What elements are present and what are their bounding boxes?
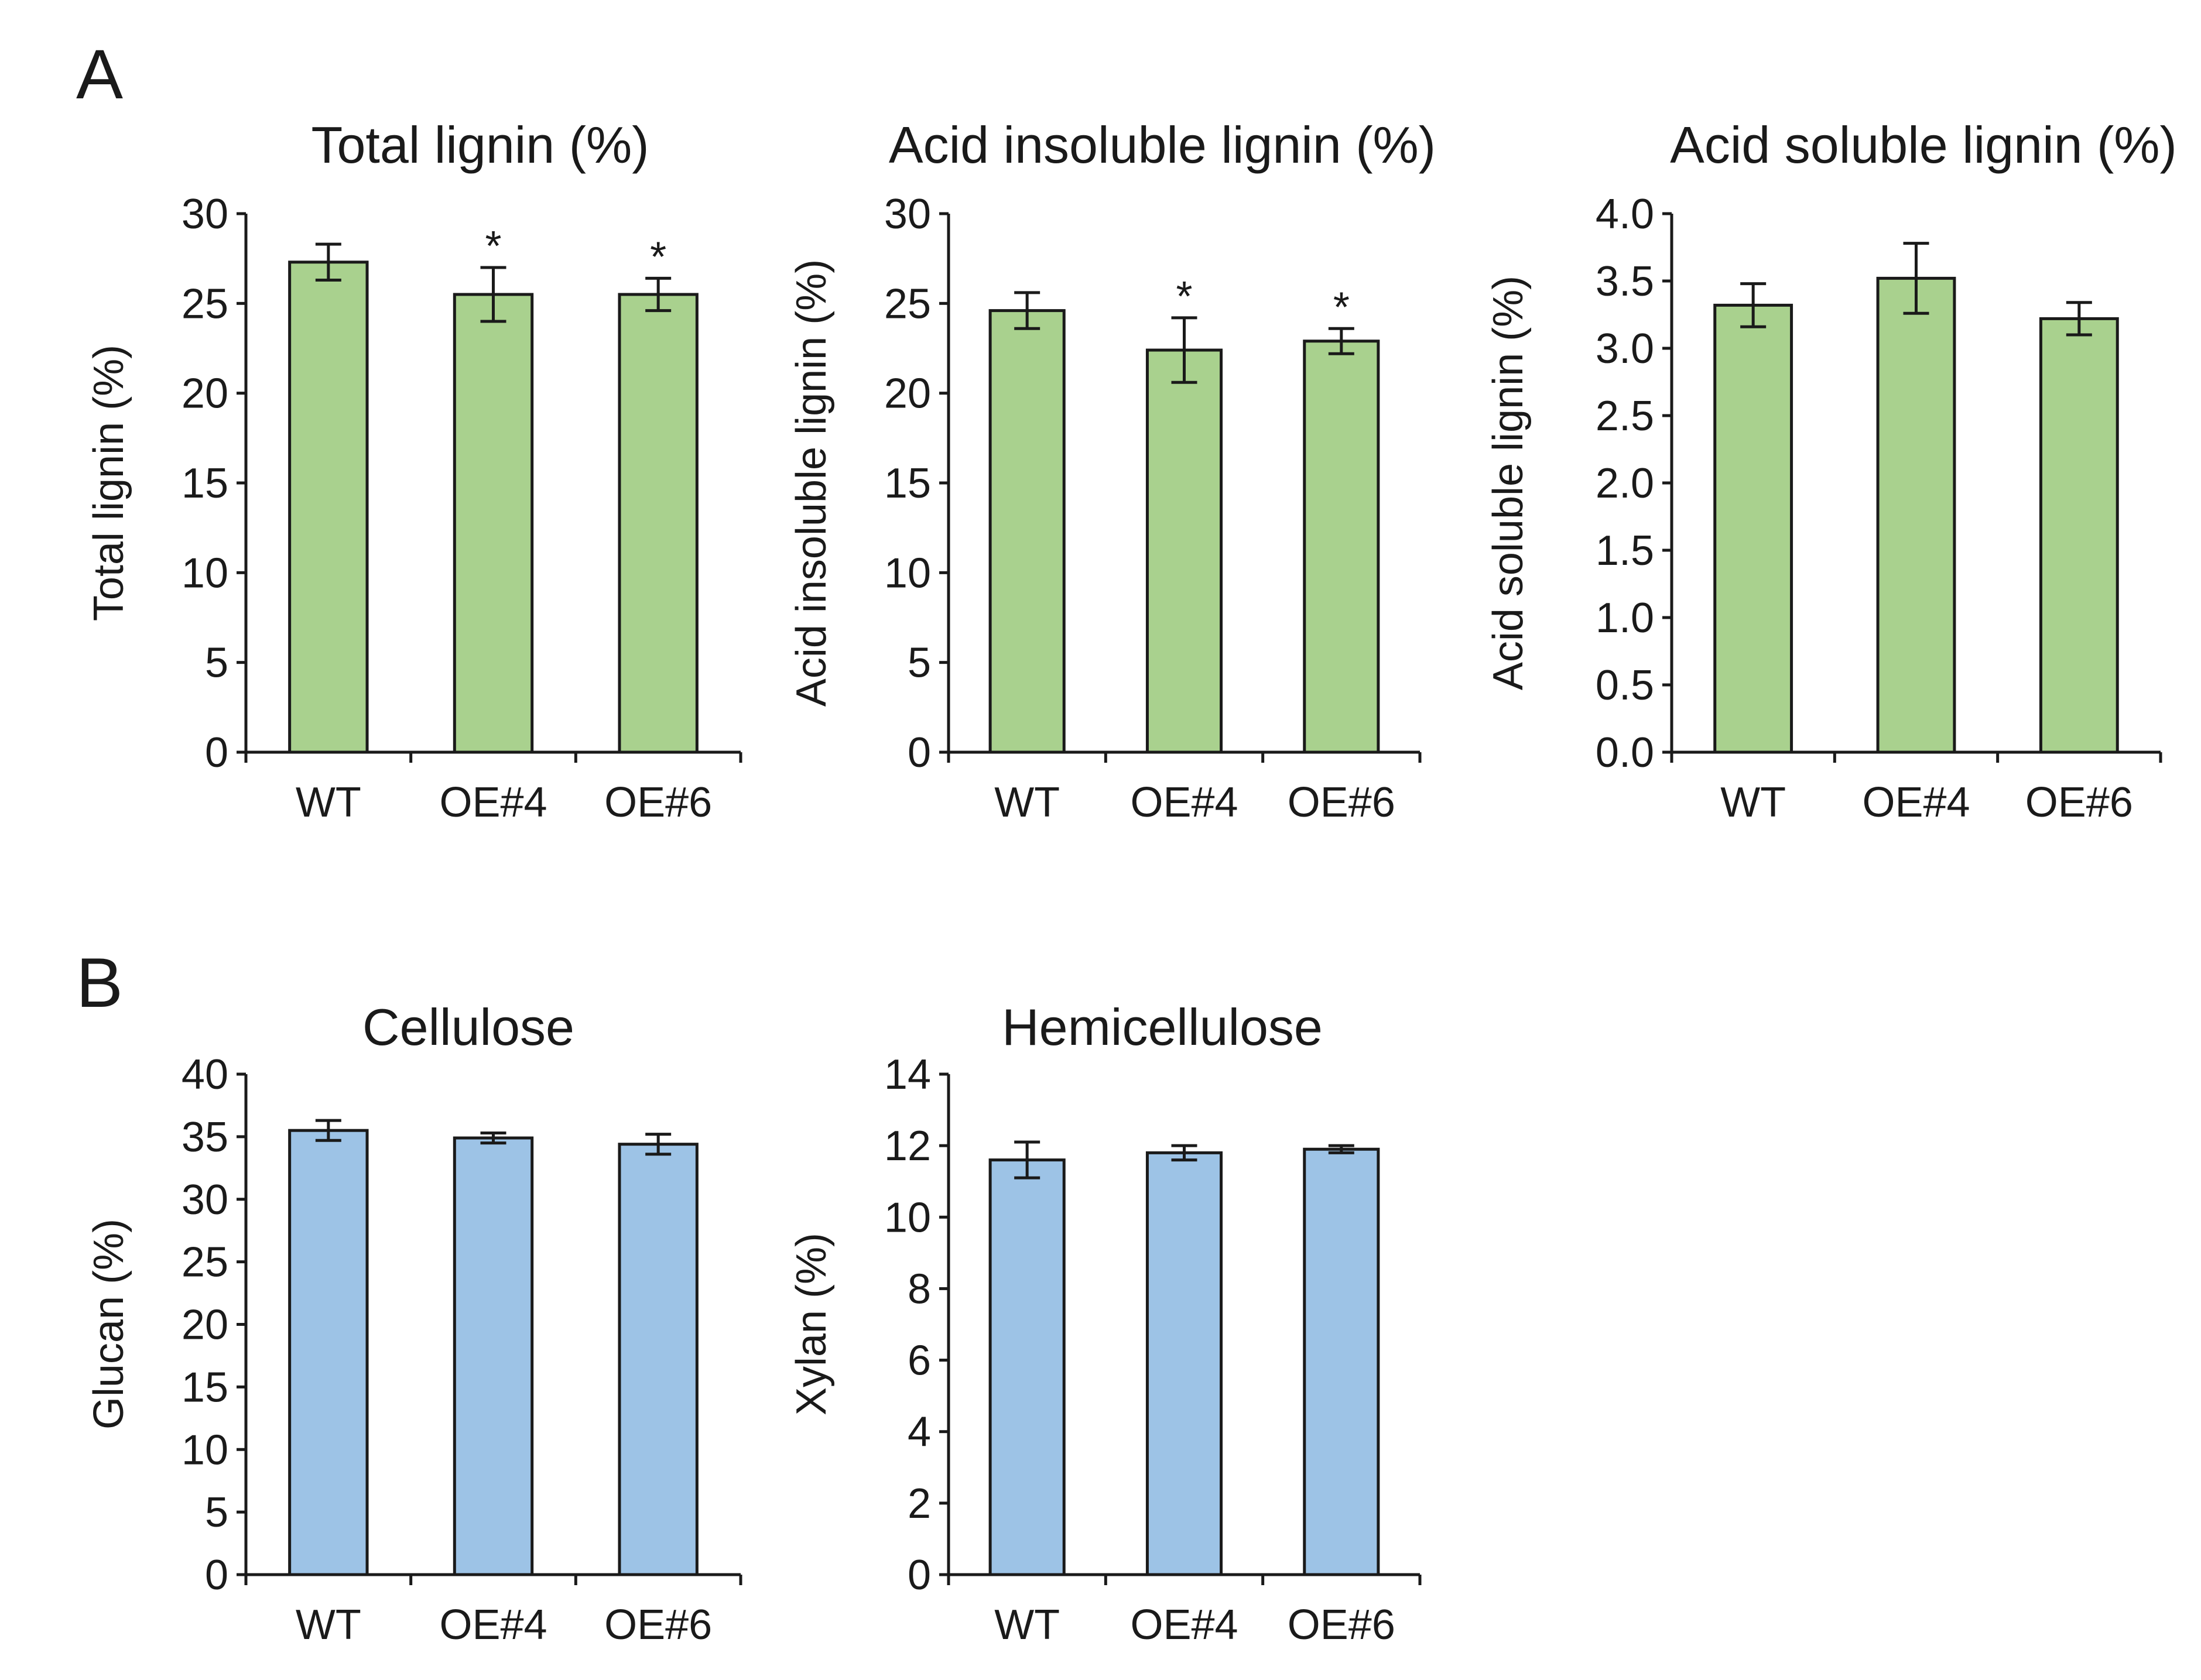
y-tick-label: 40 — [182, 1051, 228, 1098]
bar — [988, 309, 1066, 754]
y-tick-label: 25 — [182, 280, 228, 327]
x-category-label: OE#6 — [1288, 779, 1395, 826]
x-category-label: WT — [994, 779, 1060, 826]
y-tick-label: 5 — [205, 1489, 228, 1536]
x-category-label: OE#4 — [1130, 1602, 1238, 1648]
chart-2: Acid soluble lignin (%) Acid soluble lign… — [1485, 116, 2177, 826]
bar — [1713, 303, 1793, 754]
bar — [988, 1158, 1066, 1576]
y-tick-label: 30 — [182, 191, 228, 238]
y-tick-label: 25 — [182, 1239, 228, 1286]
bar — [1303, 1147, 1380, 1576]
y-tick-label: 2 — [908, 1480, 931, 1527]
bar — [1145, 348, 1223, 754]
y-tick-label: 6 — [908, 1338, 931, 1384]
y-axis-label: Glucan (%) — [85, 1219, 132, 1429]
x-category-label: OE#4 — [439, 1602, 547, 1648]
chart-title: Acid insoluble lignin (%) — [889, 116, 1436, 174]
charts-group: Total lignin (%)Total lignin (%)05101520… — [85, 116, 2177, 1648]
y-tick-label: 12 — [884, 1123, 931, 1170]
y-tick-label: 0 — [908, 1552, 931, 1599]
y-tick-label: 4 — [908, 1409, 931, 1456]
y-tick-label: 0 — [205, 1552, 228, 1599]
bar — [1145, 1151, 1223, 1576]
y-tick-label: 1.5 — [1596, 527, 1654, 574]
y-tick-label: 10 — [884, 550, 931, 596]
y-tick-label: 2.5 — [1596, 393, 1654, 440]
y-tick-label: 20 — [182, 371, 228, 417]
x-category-label: WT — [994, 1602, 1060, 1648]
y-tick-label: 15 — [182, 1364, 228, 1411]
x-category-label: OE#6 — [604, 1602, 712, 1648]
bar — [1876, 276, 1956, 754]
chart-title: Hemicellulose — [1002, 998, 1323, 1056]
y-axis-label: Acid insoluble lignin (%) — [788, 259, 835, 707]
y-tick-label: 0 — [908, 729, 931, 776]
y-tick-label: 10 — [182, 1427, 228, 1473]
y-tick-label: 8 — [908, 1266, 931, 1312]
y-tick-label: 14 — [884, 1051, 931, 1098]
chart-title: Cellulose — [362, 998, 574, 1056]
bar — [453, 1136, 534, 1576]
y-axis-label: Xylan (%) — [788, 1233, 835, 1415]
y-tick-label: 2.0 — [1596, 460, 1654, 507]
significance-mark: * — [650, 234, 666, 280]
y-tick-label: 0.0 — [1596, 729, 1654, 776]
y-tick-label: 10 — [884, 1194, 931, 1241]
significance-mark: * — [485, 223, 501, 270]
bar — [288, 260, 369, 754]
bar — [2039, 317, 2119, 754]
x-category-label: WT — [1720, 779, 1786, 826]
significance-mark: * — [1333, 284, 1350, 331]
y-tick-label: 20 — [884, 371, 931, 417]
y-tick-label: 3.0 — [1596, 325, 1654, 372]
chart-title: Total lignin (%) — [311, 116, 649, 174]
y-tick-label: 0 — [205, 729, 228, 776]
y-tick-label: 0.5 — [1596, 662, 1654, 709]
y-tick-label: 25 — [884, 280, 931, 327]
x-category-label: WT — [296, 1602, 361, 1648]
y-tick-label: 10 — [182, 550, 228, 596]
y-tick-label: 20 — [182, 1302, 228, 1349]
chart-3: Cellulose Glucan (%) 0 5 10 15 20 25 30 35 40 WT OE#… — [85, 998, 742, 1648]
y-tick-label: 30 — [884, 191, 931, 238]
bar — [1303, 340, 1380, 754]
y-tick-label: 5 — [205, 640, 228, 687]
y-tick-label: 35 — [182, 1114, 228, 1161]
bar — [618, 1143, 699, 1576]
y-axis-label: Acid soluble lignin (%) — [1485, 276, 1532, 690]
x-category-label: OE#4 — [1130, 779, 1238, 826]
x-category-label: OE#6 — [1288, 1602, 1395, 1648]
y-axis-label: Total lignin (%) — [85, 345, 132, 621]
y-tick-label: 15 — [884, 460, 931, 507]
x-category-label: OE#4 — [439, 779, 547, 826]
bar — [618, 293, 699, 754]
chart-4: Hemicellulose Xylan (%) 0 2 4 6 8 10 12 14 WT OE#4 O… — [788, 998, 1422, 1648]
y-tick-label: 30 — [182, 1177, 228, 1223]
chart-1: Acid insoluble lignin (%) Acid insoluble … — [788, 116, 1436, 826]
y-tick-label: 4.0 — [1596, 191, 1654, 238]
significance-mark: * — [1176, 273, 1192, 320]
chart-title: Acid soluble lignin (%) — [1670, 116, 2177, 174]
chart-0: Total lignin (%) Total lignin (%) 0 5 10 15 20… — [85, 116, 742, 826]
x-category-label: OE#6 — [2025, 779, 2133, 826]
x-category-label: OE#4 — [1862, 779, 1970, 826]
bar — [453, 293, 534, 754]
y-tick-label: 15 — [182, 460, 228, 507]
x-category-label: OE#6 — [604, 779, 712, 826]
bar — [288, 1129, 369, 1576]
panel-label-b: B — [76, 944, 123, 1022]
y-tick-label: 5 — [908, 640, 931, 687]
x-category-label: WT — [296, 779, 361, 826]
y-tick-label: 3.5 — [1596, 258, 1654, 305]
panel-label-a: A — [76, 35, 123, 114]
y-tick-label: 1.0 — [1596, 595, 1654, 642]
